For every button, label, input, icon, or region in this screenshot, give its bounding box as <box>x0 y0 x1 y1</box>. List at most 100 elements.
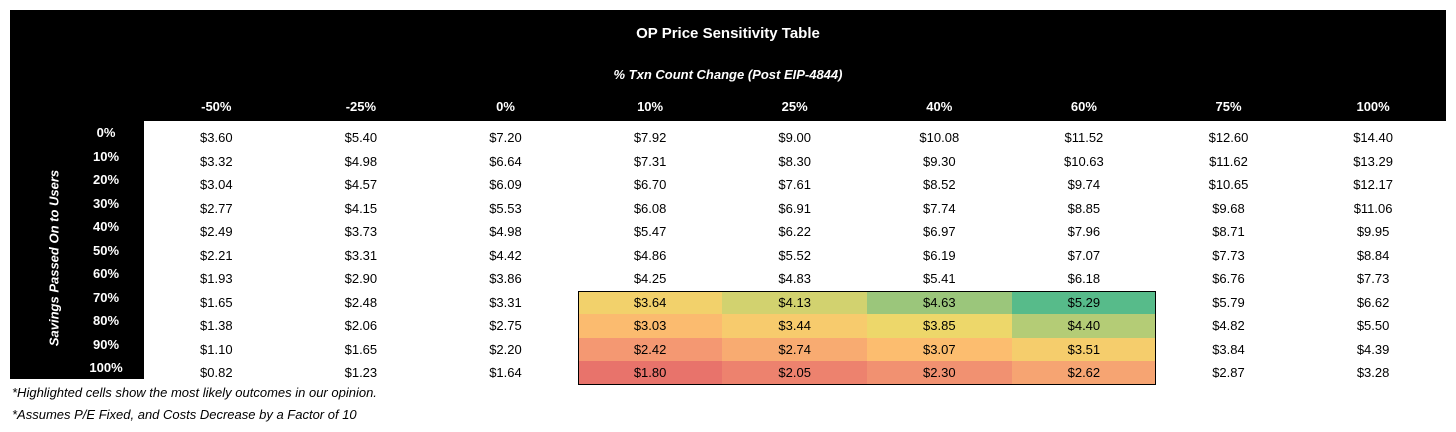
row-header: 10% <box>92 148 120 164</box>
highlighted-cell: $4.40 <box>1011 314 1157 338</box>
table-cell: $2.48 <box>344 294 378 310</box>
table-cell: $5.40 <box>344 130 378 145</box>
row-header: 90% <box>92 336 120 352</box>
table-cell: $7.20 <box>489 130 522 145</box>
column-header: -50% <box>201 99 232 114</box>
table-cell: $4.57 <box>344 177 378 192</box>
table-cell: $11.06 <box>1353 200 1393 216</box>
table-cell: $6.91 <box>778 200 811 216</box>
highlighted-cell: $3.64 <box>577 290 723 314</box>
table-cell: $2.49 <box>200 224 233 239</box>
table-cell: $5.50 <box>1356 318 1390 333</box>
table-cell: $4.25 <box>633 271 667 286</box>
highlighted-cell: $5.29 <box>1011 290 1157 314</box>
row-header: 60% <box>92 266 120 281</box>
table-cell: $6.08 <box>633 200 667 216</box>
table-cell: $9.95 <box>1356 224 1390 239</box>
value-grid: $3.60 $5.40 $7.20 $7.92 $9.00 $10.08 $11.52 $12… <box>144 121 1446 385</box>
table-cell: $1.10 <box>200 341 233 357</box>
table-cell: $7.74 <box>923 200 956 216</box>
footnote-highlight: *Highlighted cells show the most likely … <box>12 385 377 400</box>
table-cell: $4.86 <box>633 247 667 263</box>
table-cell: $11.62 <box>1209 153 1248 169</box>
table-cell: $5.47 <box>633 224 667 239</box>
table-cell: $9.00 <box>778 130 811 145</box>
highlighted-cell: $3.85 <box>867 314 1012 338</box>
table-cell: $14.40 <box>1353 130 1393 145</box>
row-header: 20% <box>92 172 120 187</box>
table-cell: $3.31 <box>489 294 522 310</box>
table-cell: $7.92 <box>633 130 667 145</box>
table-cell: $7.96 <box>1067 224 1101 239</box>
table-cell: $3.04 <box>200 177 233 192</box>
table-cell: $2.77 <box>200 200 233 216</box>
table-cell: $6.97 <box>923 224 956 239</box>
table-cell: $12.60 <box>1208 130 1249 145</box>
table-cell: $4.82 <box>1212 318 1245 333</box>
column-header: -25% <box>345 99 377 114</box>
table-cell: $7.31 <box>633 153 667 169</box>
table-cell: $1.93 <box>200 271 233 286</box>
table-cell: $6.76 <box>1212 271 1245 286</box>
table-cell: $2.21 <box>200 247 233 263</box>
table-cell: $10.08 <box>919 130 960 145</box>
highlighted-cell: $3.44 <box>722 314 867 338</box>
table-cell: $4.39 <box>1356 341 1390 357</box>
table-cell: $6.19 <box>923 247 956 263</box>
highlighted-cell: $3.51 <box>1011 337 1157 361</box>
table-cell: $6.18 <box>1067 271 1101 286</box>
column-header: 40% <box>926 99 953 114</box>
table-cell: $7.07 <box>1067 247 1101 263</box>
row-header: 70% <box>92 289 120 305</box>
table-cell: $6.70 <box>633 177 667 192</box>
table-cell: $2.87 <box>1212 365 1245 380</box>
table-cell: $5.41 <box>923 271 956 286</box>
table-cell: $12.17 <box>1353 177 1393 192</box>
highlighted-cell: $4.63 <box>867 290 1012 314</box>
table-cell: $1.64 <box>489 365 522 380</box>
table-cell: $8.30 <box>778 153 811 169</box>
column-header: 60% <box>1070 99 1097 114</box>
table-cell: $7.73 <box>1356 271 1390 286</box>
row-header: 100% <box>89 360 123 375</box>
table-cell: $8.71 <box>1212 224 1245 239</box>
table-cell: $6.22 <box>778 224 811 239</box>
column-header: 100% <box>1356 99 1390 114</box>
footnote-assumptions: *Assumes P/E Fixed, and Costs Decrease b… <box>12 407 357 422</box>
table-cell: $11.52 <box>1064 130 1104 145</box>
table-cell: $2.06 <box>344 318 378 333</box>
highlighted-cell: $2.62 <box>1011 361 1157 385</box>
table-cell: $7.73 <box>1212 247 1245 263</box>
row-header: 80% <box>92 313 120 328</box>
table-cell: $8.85 <box>1067 200 1101 216</box>
row-header: 0% <box>96 125 116 140</box>
highlighted-cell: $4.13 <box>722 290 867 314</box>
highlighted-cell: $3.07 <box>867 337 1012 361</box>
column-header: 10% <box>637 99 664 114</box>
table-cell: $13.29 <box>1353 153 1393 169</box>
table-cell: $1.23 <box>344 365 378 380</box>
highlighted-cell: $2.74 <box>722 337 867 361</box>
table-cell: $9.68 <box>1212 200 1245 216</box>
table-cell: $4.42 <box>489 247 522 263</box>
highlighted-cell: $2.30 <box>867 361 1012 385</box>
table-cell: $7.61 <box>778 177 811 192</box>
table-cell: $6.64 <box>489 153 522 169</box>
table-title: OP Price Sensitivity Table <box>636 25 820 42</box>
table-cell: $10.63 <box>1064 153 1104 169</box>
table-cell: $2.20 <box>489 341 522 357</box>
table-cell: $1.65 <box>344 341 378 357</box>
table-cell: $4.83 <box>778 271 811 286</box>
row-header: 40% <box>92 219 120 234</box>
table-cell: $5.53 <box>489 200 522 216</box>
row-header: 30% <box>92 195 120 211</box>
highlighted-cell: $2.42 <box>577 337 723 361</box>
table-cell: $6.09 <box>489 177 522 192</box>
column-header: 0% <box>496 99 515 114</box>
highlighted-cell: $1.80 <box>577 361 723 385</box>
table-cell: $3.86 <box>489 271 522 286</box>
table-cell: $1.38 <box>200 318 233 333</box>
table-cell: $8.52 <box>923 177 956 192</box>
table-cell: $3.60 <box>200 130 233 145</box>
table-cell: $2.90 <box>344 271 378 286</box>
